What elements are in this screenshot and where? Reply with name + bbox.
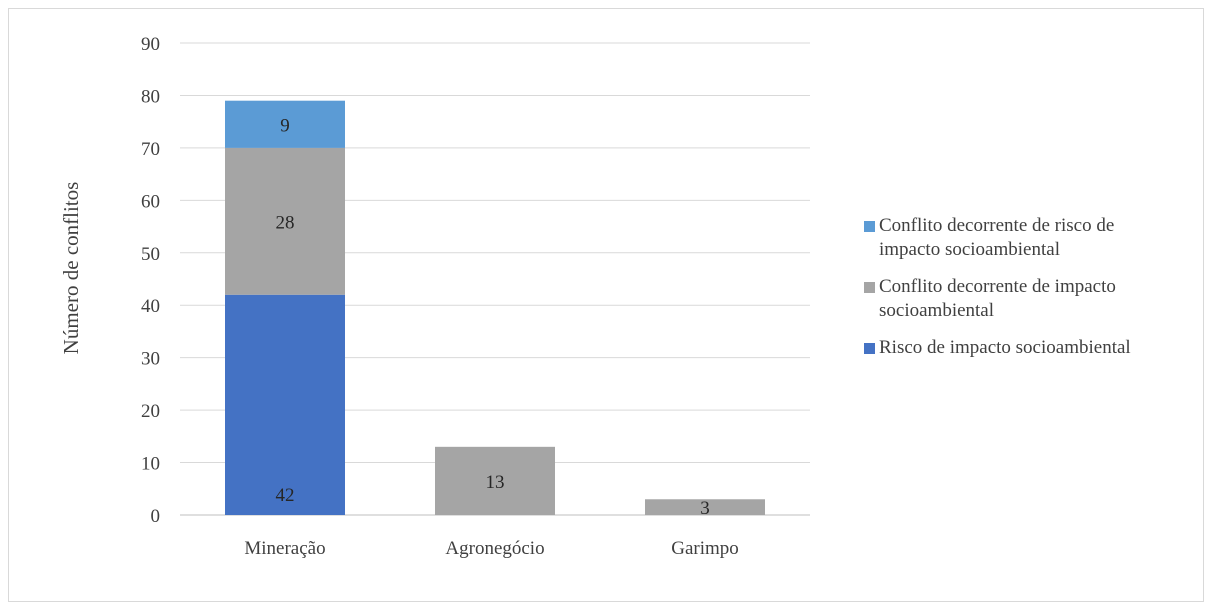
data-label: 13 xyxy=(486,472,505,493)
y-tick-label: 0 xyxy=(151,506,161,527)
legend-label: Conflito decorrente de impacto socioambi… xyxy=(879,276,1116,321)
legend-swatch xyxy=(864,221,875,232)
y-tick-label: 70 xyxy=(141,139,160,160)
y-tick-label: 50 xyxy=(141,244,160,265)
bar-segment xyxy=(225,147,345,295)
legend-swatch xyxy=(864,282,875,293)
bar-segment xyxy=(225,294,345,515)
bars xyxy=(225,100,765,515)
y-tick-label: 10 xyxy=(141,454,160,475)
y-tick-label: 80 xyxy=(141,86,160,107)
x-axis-ticks: Mineração Agronegócio Garimpo xyxy=(244,538,738,559)
legend-item: Risco de impacto socioambiental xyxy=(864,336,1204,360)
legend-item: Conflito decorrente de impacto socioambi… xyxy=(864,275,1204,323)
data-labels: 42 28 9 13 3 xyxy=(276,115,710,519)
y-tick-label: 90 xyxy=(141,34,160,55)
y-tick-label: 60 xyxy=(141,191,160,212)
legend-swatch xyxy=(864,343,875,354)
data-label: 28 xyxy=(276,212,295,233)
x-tick-label: Mineração xyxy=(244,538,325,559)
bar-segment xyxy=(435,446,555,515)
y-axis-ticks: 0 10 20 30 40 50 60 70 80 90 xyxy=(141,34,160,527)
legend-item: Conflito decorrente de risco de impacto … xyxy=(864,214,1204,262)
legend: Conflito decorrente de risco de impacto … xyxy=(864,214,1204,373)
data-label: 42 xyxy=(276,485,295,506)
legend-label: Risco de impacto socioambiental xyxy=(879,337,1131,358)
y-tick-label: 40 xyxy=(141,296,160,317)
bar-segment xyxy=(225,100,345,148)
bar-segment xyxy=(645,499,765,515)
data-label: 3 xyxy=(700,498,710,519)
x-tick-label: Agronegócio xyxy=(445,538,544,559)
y-tick-label: 20 xyxy=(141,401,160,422)
y-tick-label: 30 xyxy=(141,349,160,370)
y-axis-title: Número de conflitos xyxy=(59,182,83,355)
legend-label: Conflito decorrente de risco de impacto … xyxy=(879,215,1115,260)
x-tick-label: Garimpo xyxy=(671,538,739,559)
data-label: 9 xyxy=(280,115,290,136)
